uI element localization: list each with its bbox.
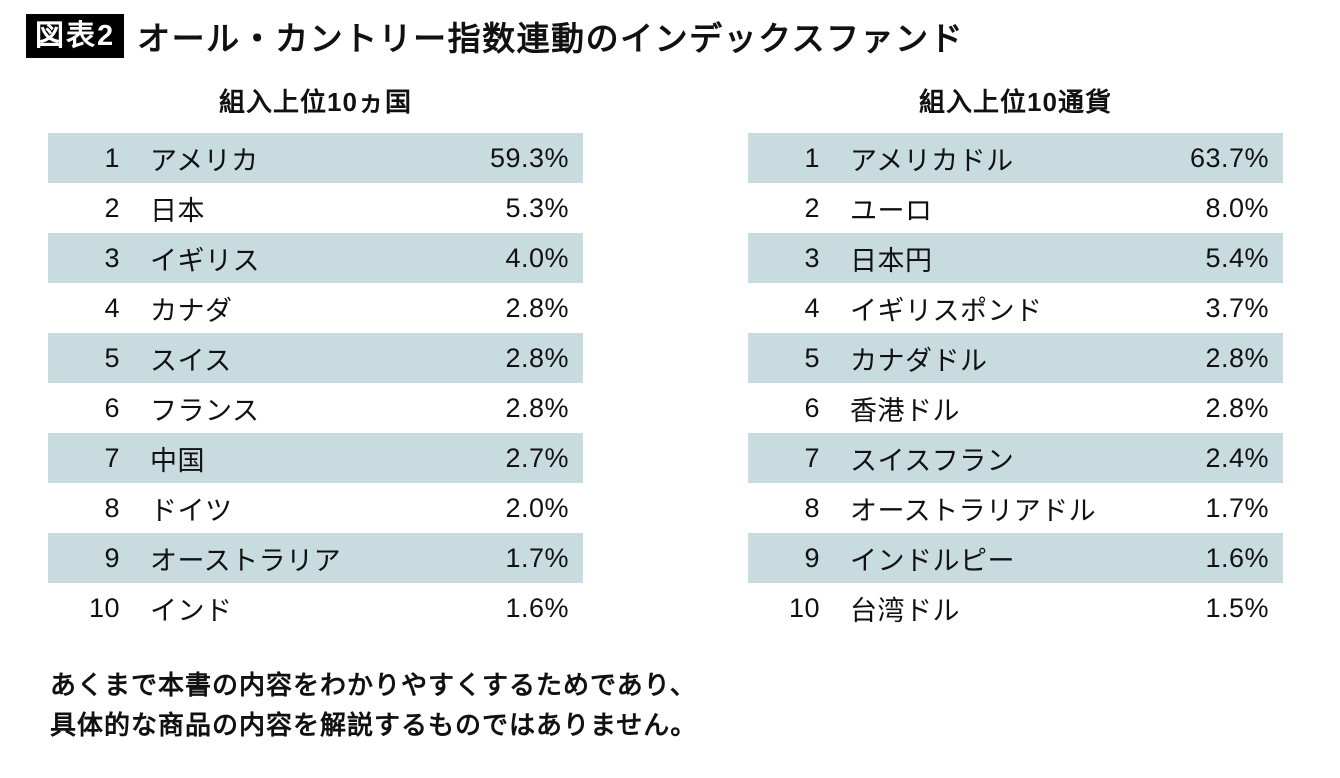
footnote-line-1: あくまで本書の内容をわかりやすくするためであり、 bbox=[50, 670, 697, 700]
countries-table-body: 1 アメリカ 59.3% 2 日本 5.3% 3 イギリス 4.0% 4 カナダ bbox=[48, 133, 583, 633]
name-cell: 日本円 bbox=[850, 245, 933, 276]
rank-cell: 7 bbox=[104, 442, 120, 473]
countries-table-header: 組入上位10ヵ国 bbox=[219, 87, 412, 117]
name-cell: オーストラリアドル bbox=[850, 495, 1097, 526]
rank-cell: 7 bbox=[804, 442, 820, 473]
name-cell: カナダドル bbox=[850, 345, 988, 376]
value-cell: 1.6% bbox=[1205, 542, 1269, 573]
value-cell: 2.8% bbox=[505, 392, 569, 423]
currencies-table: 組入上位10通貨 1 アメリカドル 63.7% 2 ユーロ 8.0% 3 日本円… bbox=[748, 82, 1283, 633]
footnote-line-2: 具体的な商品の内容を解説するものではありません。 bbox=[50, 710, 698, 741]
name-cell: アメリカ bbox=[150, 145, 259, 176]
name-cell: イギリス bbox=[150, 245, 260, 276]
rank-cell: 6 bbox=[804, 392, 820, 423]
table-row: 5 スイス 2.8% bbox=[48, 333, 583, 383]
rank-cell: 4 bbox=[104, 292, 120, 323]
name-cell: 台湾ドル bbox=[850, 595, 960, 626]
figure-title: 図表2 オール・カントリー指数連動のインデックスファンド bbox=[26, 12, 1316, 60]
name-cell: イギリスポンド bbox=[850, 295, 1043, 326]
footnote: あくまで本書の内容をわかりやすくするためであり、 具体的な商品の内容を解説するも… bbox=[50, 665, 1316, 746]
value-cell: 2.8% bbox=[505, 292, 569, 323]
table-row: 4 カナダ 2.8% bbox=[48, 283, 583, 333]
rank-cell: 9 bbox=[104, 542, 120, 573]
name-cell: スイスフラン bbox=[850, 445, 1015, 476]
figure-badge: 図表2 bbox=[26, 13, 125, 59]
value-cell: 59.3% bbox=[489, 142, 569, 173]
value-cell: 2.8% bbox=[505, 342, 569, 373]
table-row: 3 イギリス 4.0% bbox=[48, 233, 583, 283]
value-cell: 2.0% bbox=[505, 492, 569, 523]
value-cell: 5.4% bbox=[1205, 242, 1269, 273]
table-row: 9 インドルピー 1.6% bbox=[748, 533, 1283, 583]
rank-cell: 6 bbox=[104, 392, 120, 423]
name-cell: スイス bbox=[150, 345, 232, 376]
table-row: 7 スイスフラン 2.4% bbox=[748, 433, 1283, 483]
table-row: 3 日本円 5.4% bbox=[748, 233, 1283, 283]
value-cell: 8.0% bbox=[1205, 192, 1269, 223]
rank-cell: 3 bbox=[104, 242, 120, 273]
name-cell: オーストラリア bbox=[150, 545, 342, 576]
table-row: 1 アメリカドル 63.7% bbox=[748, 133, 1283, 183]
name-cell: 香港ドル bbox=[850, 395, 960, 426]
value-cell: 3.7% bbox=[1205, 292, 1269, 323]
rank-cell: 3 bbox=[804, 242, 820, 273]
value-cell: 5.3% bbox=[505, 192, 569, 223]
table-row: 2 ユーロ 8.0% bbox=[748, 183, 1283, 233]
name-cell: フランス bbox=[150, 395, 260, 426]
rank-cell: 10 bbox=[788, 592, 820, 623]
table-row: 4 イギリスポンド 3.7% bbox=[748, 283, 1283, 333]
table-row: 2 日本 5.3% bbox=[48, 183, 583, 233]
value-cell: 1.5% bbox=[1205, 592, 1269, 623]
name-cell: アメリカドル bbox=[850, 145, 1014, 176]
name-cell: ユーロ bbox=[850, 195, 933, 226]
rank-cell: 2 bbox=[804, 192, 820, 223]
rank-cell: 9 bbox=[804, 542, 820, 573]
currencies-table-header: 組入上位10通貨 bbox=[919, 87, 1112, 117]
value-cell: 1.7% bbox=[505, 542, 569, 573]
value-cell: 2.8% bbox=[1205, 392, 1269, 423]
name-cell: 中国 bbox=[150, 445, 205, 476]
page-title: オール・カントリー指数連動のインデックスファンド bbox=[137, 20, 965, 57]
rank-cell: 4 bbox=[804, 292, 820, 323]
rank-cell: 8 bbox=[804, 492, 820, 523]
rank-cell: 10 bbox=[88, 592, 120, 623]
tables-container: 組入上位10ヵ国 1 アメリカ 59.3% 2 日本 5.3% 3 イギリス 4… bbox=[24, 82, 1316, 633]
value-cell: 2.8% bbox=[1205, 342, 1269, 373]
table-row: 8 オーストラリアドル 1.7% bbox=[748, 483, 1283, 533]
table-row: 9 オーストラリア 1.7% bbox=[48, 533, 583, 583]
rank-cell: 2 bbox=[104, 192, 120, 223]
name-cell: ドイツ bbox=[150, 495, 233, 526]
value-cell: 63.7% bbox=[1189, 142, 1269, 173]
rank-cell: 5 bbox=[804, 342, 820, 373]
value-cell: 4.0% bbox=[505, 242, 569, 273]
table-row: 10 インド 1.6% bbox=[48, 583, 583, 633]
table-row: 5 カナダドル 2.8% bbox=[748, 333, 1283, 383]
value-cell: 2.4% bbox=[1205, 442, 1269, 473]
rank-cell: 1 bbox=[104, 142, 120, 173]
currencies-table-body: 1 アメリカドル 63.7% 2 ユーロ 8.0% 3 日本円 5.4% 4 イ… bbox=[748, 133, 1283, 633]
table-row: 10 台湾ドル 1.5% bbox=[748, 583, 1283, 633]
table-row: 1 アメリカ 59.3% bbox=[48, 133, 583, 183]
name-cell: 日本 bbox=[150, 195, 205, 226]
table-row: 8 ドイツ 2.0% bbox=[48, 483, 583, 533]
value-cell: 2.7% bbox=[505, 442, 569, 473]
rank-cell: 1 bbox=[804, 142, 820, 173]
table-row: 7 中国 2.7% bbox=[48, 433, 583, 483]
table-row: 6 フランス 2.8% bbox=[48, 383, 583, 433]
table-row: 6 香港ドル 2.8% bbox=[748, 383, 1283, 433]
countries-table: 組入上位10ヵ国 1 アメリカ 59.3% 2 日本 5.3% 3 イギリス 4… bbox=[48, 82, 583, 633]
value-cell: 1.7% bbox=[1205, 492, 1269, 523]
name-cell: カナダ bbox=[150, 295, 233, 326]
rank-cell: 8 bbox=[104, 492, 120, 523]
name-cell: インドルピー bbox=[850, 545, 1015, 576]
name-cell: インド bbox=[150, 595, 233, 626]
rank-cell: 5 bbox=[104, 342, 120, 373]
value-cell: 1.6% bbox=[505, 592, 569, 623]
